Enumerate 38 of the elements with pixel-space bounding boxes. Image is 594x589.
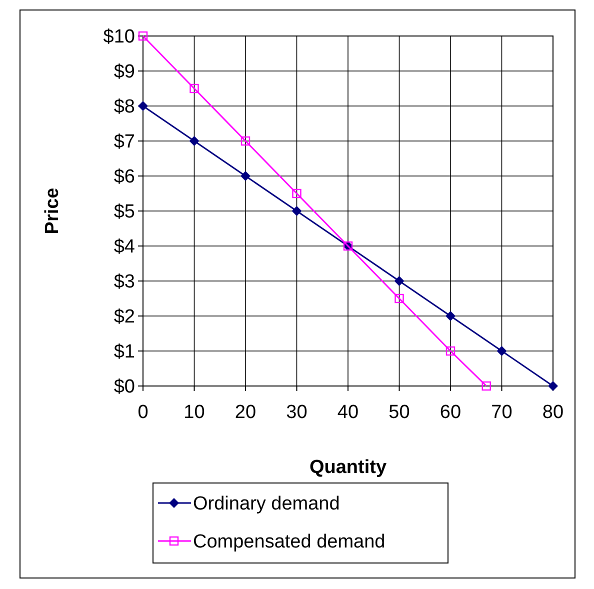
- point: [240, 136, 250, 146]
- x-tick-label: 20: [234, 402, 256, 423]
- y-tick-label: $8: [114, 96, 135, 118]
- y-tick-label: $10: [103, 26, 135, 48]
- x-axis-title: Quantity: [309, 457, 387, 478]
- point: [446, 346, 456, 356]
- x-tick-label: 10: [184, 402, 205, 423]
- legend-label: Compensated demand: [193, 532, 386, 553]
- x-tick-label: 80: [542, 402, 564, 423]
- y-tick-label: $2: [114, 306, 135, 328]
- legend-label: Ordinary demand: [193, 494, 340, 515]
- y-tick-label: $3: [114, 272, 135, 293]
- x-tick-label: 30: [286, 402, 308, 423]
- point: [190, 84, 199, 94]
- point: [138, 31, 148, 41]
- point: [292, 206, 302, 216]
- point: [496, 346, 507, 356]
- y-tick-label: $6: [114, 166, 135, 188]
- x-tick-label: 70: [491, 402, 512, 423]
- x-tick-label: 50: [388, 402, 410, 423]
- point: [394, 294, 404, 304]
- point: [292, 188, 302, 198]
- y-tick-label: $1: [114, 342, 135, 363]
- y-tick-label: $5: [114, 202, 135, 223]
- y-tick-label: $0: [114, 376, 135, 398]
- y-tick-label: $9: [114, 62, 135, 83]
- y-tick-label: $4: [114, 236, 136, 258]
- x-tick-label: 0: [138, 402, 148, 423]
- point: [394, 276, 404, 286]
- point: [240, 171, 250, 181]
- x-tick-label: 40: [337, 402, 359, 423]
- point: [482, 381, 491, 391]
- x-tick-label: 60: [440, 402, 462, 423]
- y-tick-label: $7: [114, 132, 135, 153]
- point: [548, 381, 558, 391]
- point: [189, 136, 200, 146]
- y-axis-title: Price: [42, 188, 63, 234]
- point: [446, 311, 456, 321]
